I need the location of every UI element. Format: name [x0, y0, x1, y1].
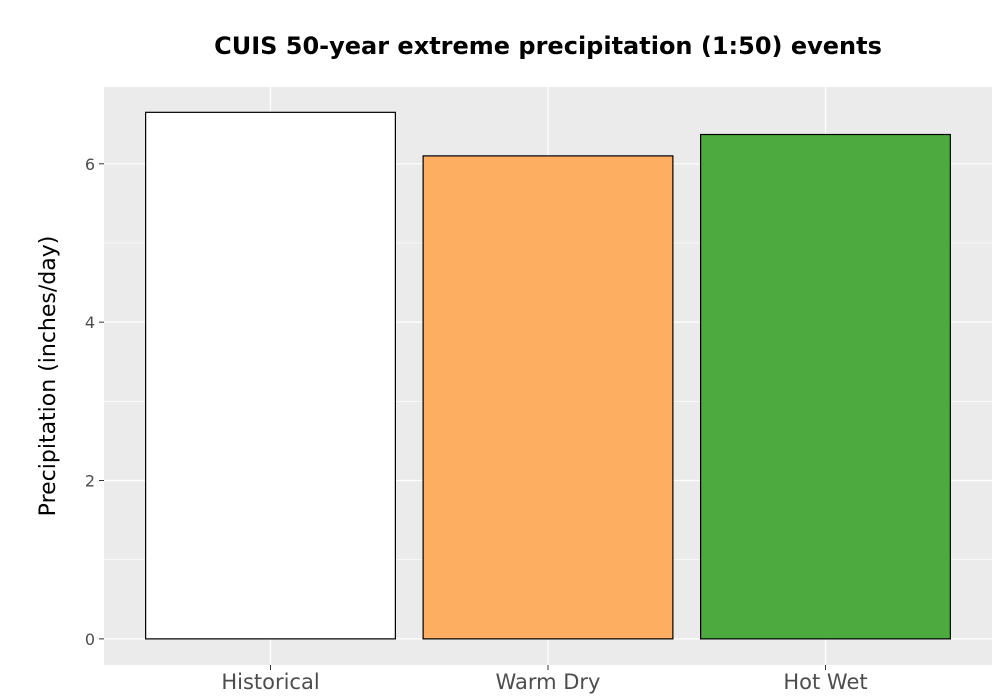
x-tick-label: Warm Dry [496, 670, 601, 694]
y-tick-label: 6 [85, 155, 95, 174]
bar-hot-wet [700, 133, 951, 640]
y-axis-ticks: 0 2 4 6 [85, 155, 104, 649]
y-tick-label: 4 [85, 313, 95, 332]
x-tick-label: Historical [221, 670, 319, 694]
x-axis-ticks: Historical Warm Dry Hot Wet [221, 665, 868, 694]
x-tick-label: Hot Wet [783, 670, 867, 694]
y-tick-label: 0 [85, 630, 95, 649]
bars [145, 111, 951, 640]
y-axis-title: Precipitation (inches/day) [36, 236, 61, 517]
bar-warm-dry [422, 155, 674, 640]
chart-title: CUIS 50-year extreme precipitation (1:50… [214, 32, 882, 60]
bar-historical [145, 111, 396, 640]
y-tick-label: 2 [85, 472, 95, 491]
